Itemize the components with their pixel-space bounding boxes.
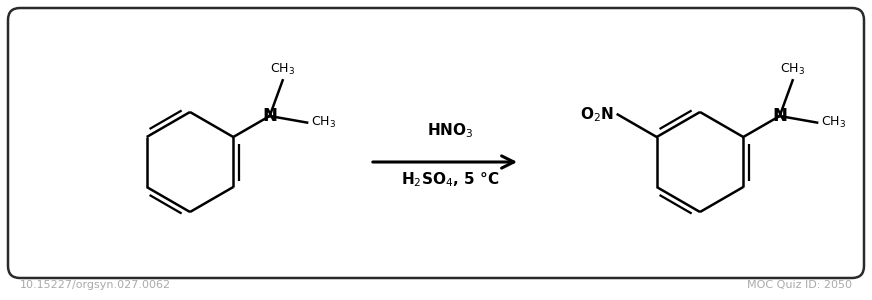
Text: N: N [262, 107, 277, 125]
Text: H$_2$SO$_4$, 5 °C: H$_2$SO$_4$, 5 °C [401, 170, 499, 189]
Text: CH$_3$: CH$_3$ [821, 115, 846, 130]
Text: CH$_3$: CH$_3$ [270, 62, 296, 77]
Text: MOC Quiz ID: 2050: MOC Quiz ID: 2050 [747, 280, 852, 290]
Text: N: N [773, 107, 787, 125]
Text: 10.15227/orgsyn.027.0062: 10.15227/orgsyn.027.0062 [20, 280, 171, 290]
Text: CH$_3$: CH$_3$ [311, 115, 337, 130]
Text: O$_2$N: O$_2$N [580, 105, 614, 124]
Text: CH$_3$: CH$_3$ [780, 62, 805, 77]
Text: HNO$_3$: HNO$_3$ [426, 121, 473, 140]
FancyBboxPatch shape [8, 8, 864, 278]
